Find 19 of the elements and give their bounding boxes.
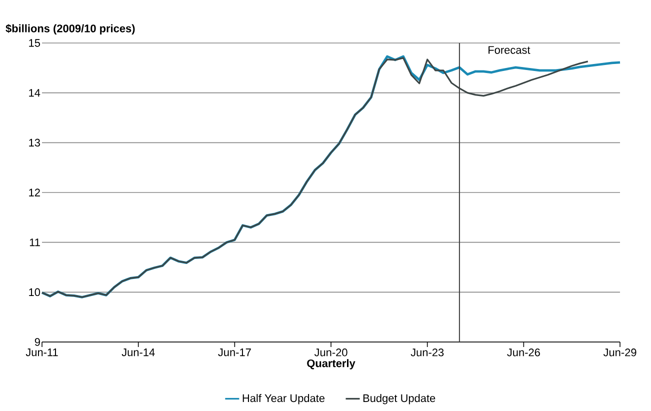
y-tick-label: 13 [29, 138, 40, 147]
x-axis-title: Quarterly [307, 359, 356, 370]
y-tick-label: 11 [30, 238, 40, 246]
x-tick-label: Jun-23 [410, 348, 444, 356]
y-tick-label: 15 [29, 39, 40, 47]
x-tick-label: Jun-20 [314, 348, 348, 356]
y-tick-label: 14 [29, 89, 40, 97]
x-tick-label: Jun-29 [603, 348, 636, 356]
y-tick-label: 9 [34, 338, 40, 346]
x-tick-label: Jun-11 [26, 348, 58, 356]
x-tick-label: Jun-14 [122, 348, 155, 356]
y-axis-title: $billions (2009/10 prices) [6, 24, 135, 34]
legend-label: Budget Update [363, 394, 436, 404]
x-tick-label: Jun-26 [507, 348, 540, 356]
ref-line-label: Forecast [488, 46, 530, 54]
x-tick-label: Jun-17 [218, 348, 251, 356]
legend-label: Half Year Update [242, 394, 325, 404]
y-tick-label: 10 [29, 288, 40, 296]
y-tick-label: 12 [29, 188, 40, 196]
